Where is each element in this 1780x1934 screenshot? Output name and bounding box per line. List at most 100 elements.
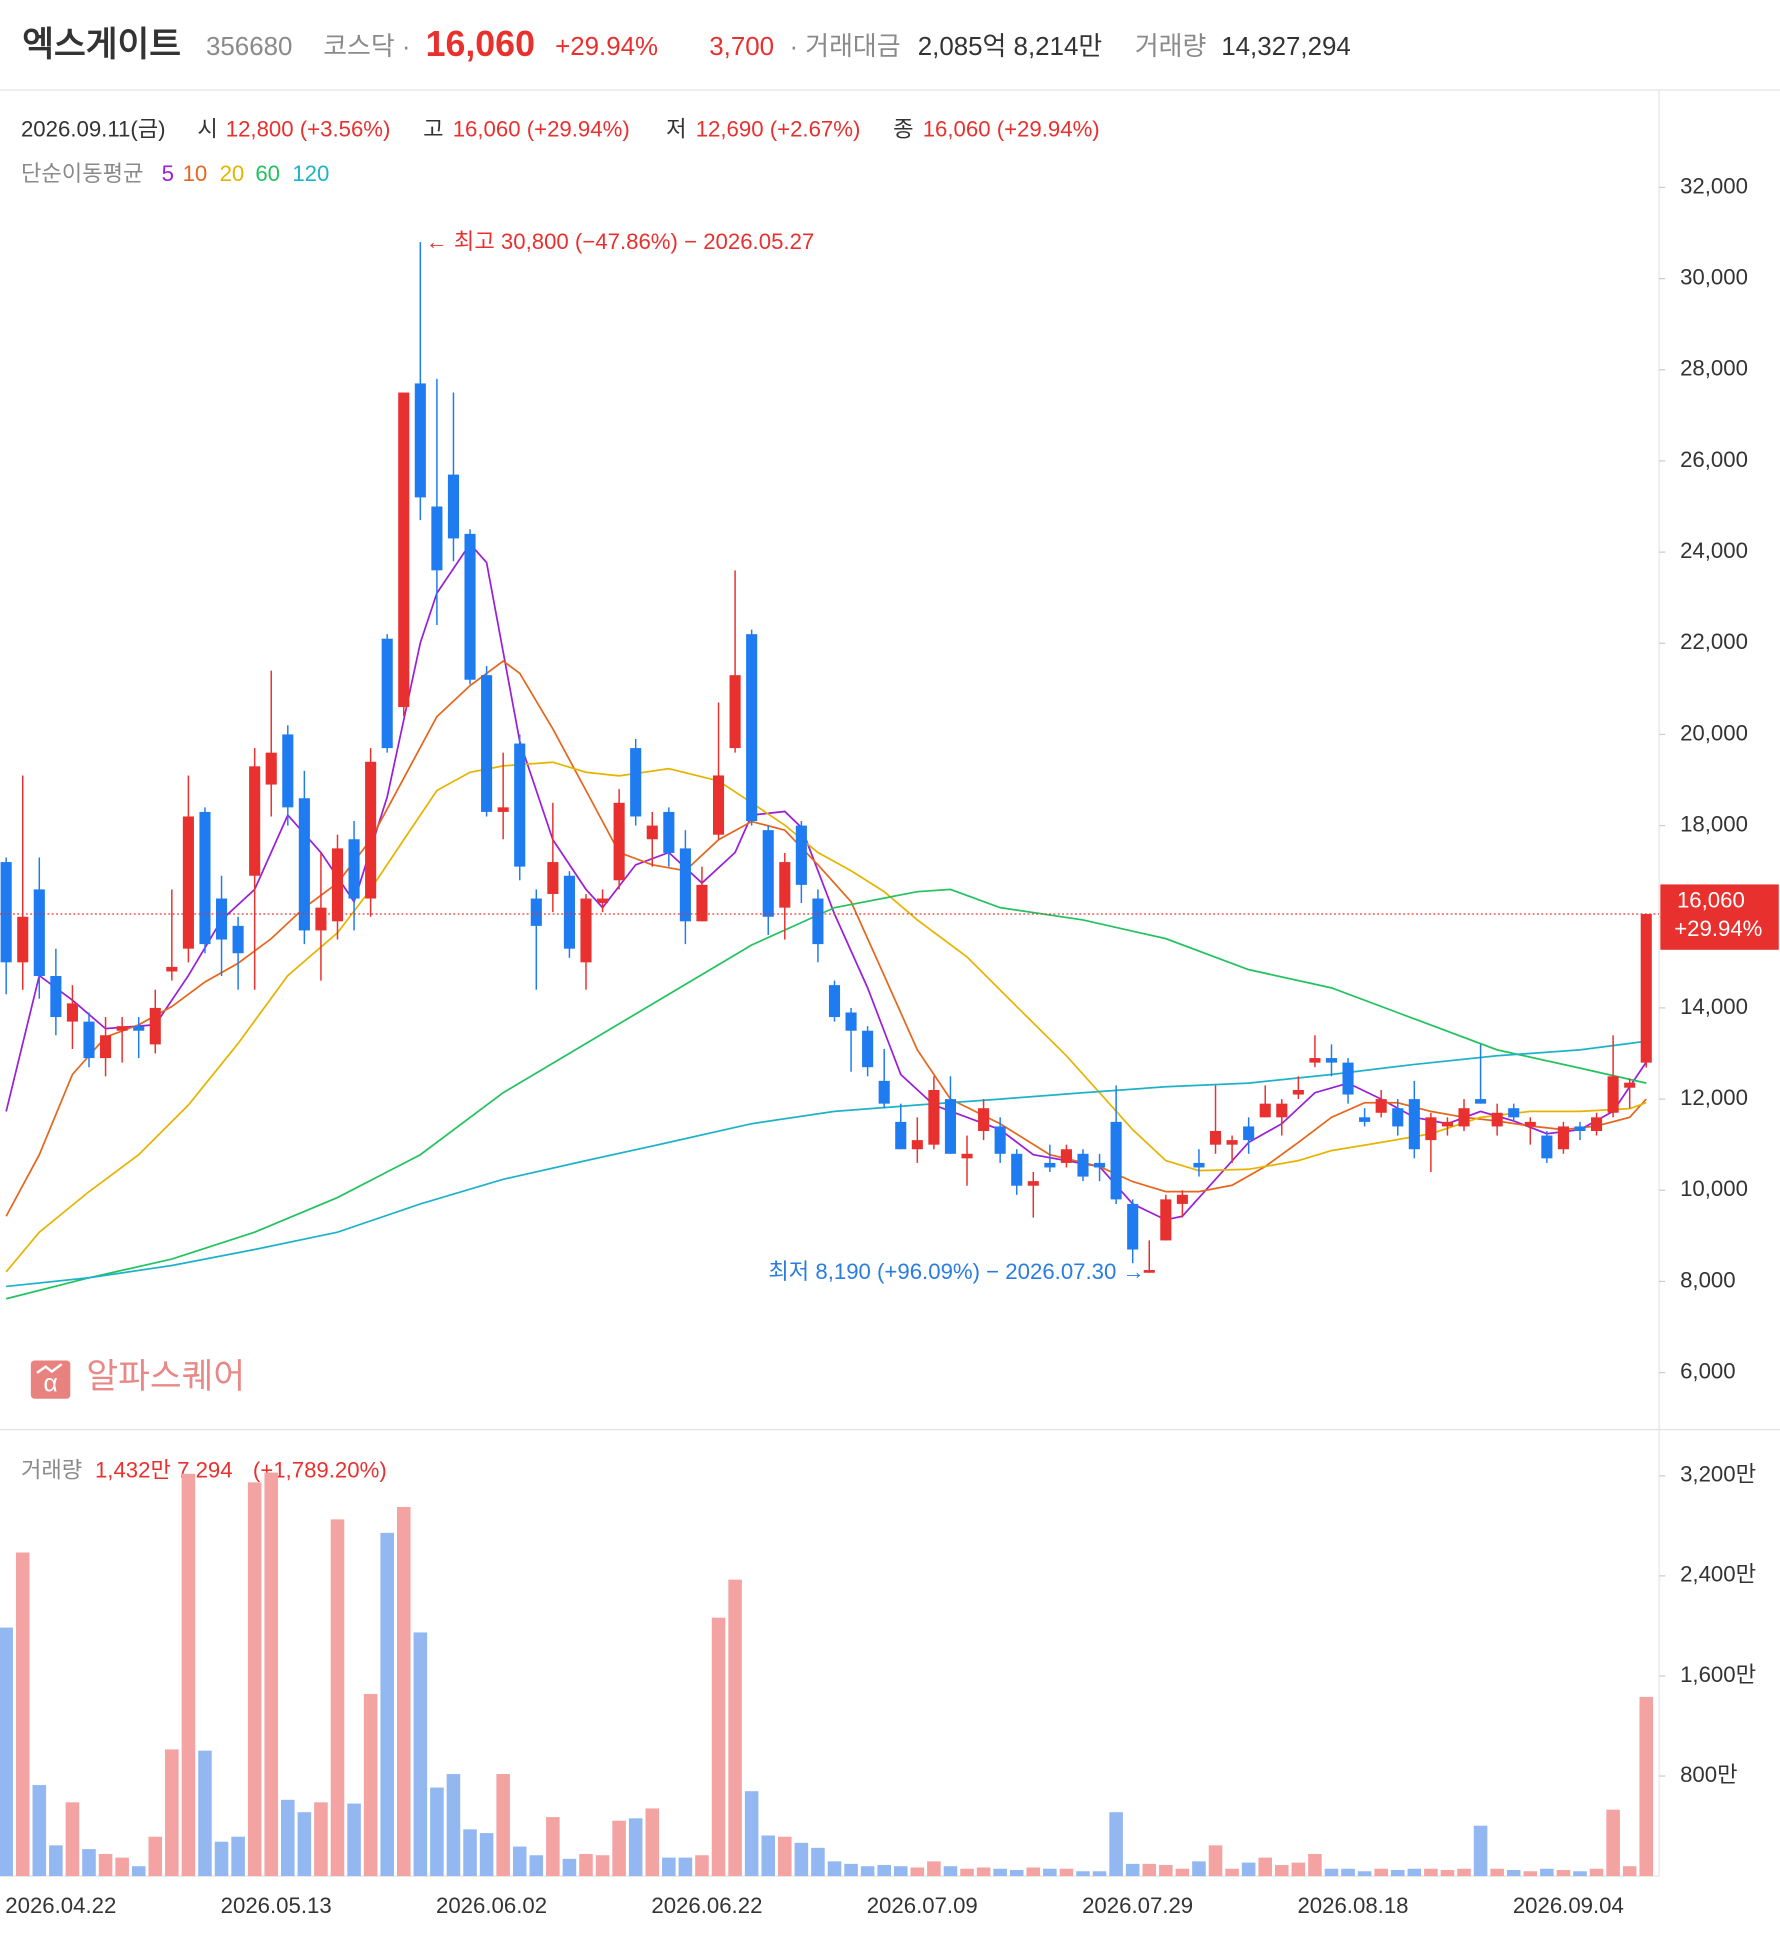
candle-body bbox=[1458, 1108, 1470, 1127]
candle-body bbox=[1243, 1126, 1255, 1141]
volume-bar bbox=[231, 1836, 245, 1877]
candle-body bbox=[1590, 1117, 1603, 1132]
volume-bar bbox=[1390, 1869, 1405, 1877]
trading-value: 2,085억 8,214만 bbox=[918, 32, 1102, 61]
volume-bar bbox=[15, 1552, 30, 1877]
candle-body bbox=[514, 743, 526, 867]
candle-body bbox=[1011, 1153, 1023, 1186]
volume-bar bbox=[1125, 1863, 1140, 1877]
candle-body bbox=[1094, 1162, 1106, 1168]
volume-bar bbox=[960, 1868, 974, 1877]
x-tick-label: 2026.07.09 bbox=[867, 1893, 978, 1918]
x-tick-label: 2026.05.13 bbox=[221, 1893, 332, 1918]
volume-bar bbox=[1043, 1868, 1057, 1877]
volume-bar bbox=[1059, 1868, 1074, 1877]
candle-body bbox=[911, 1140, 923, 1150]
volume-bar bbox=[529, 1855, 544, 1877]
candle-body bbox=[398, 392, 410, 708]
volume-bar bbox=[214, 1841, 229, 1877]
volume-bar bbox=[662, 1857, 676, 1877]
volume-bar bbox=[893, 1866, 908, 1877]
candle-body bbox=[961, 1153, 973, 1159]
candle-body bbox=[1127, 1203, 1139, 1250]
y-tick-label: 6,000 bbox=[1680, 1358, 1736, 1383]
volume-bar bbox=[82, 1849, 96, 1877]
volume-bar bbox=[98, 1853, 113, 1877]
volume-bar bbox=[1109, 1812, 1123, 1877]
logo-icon-line bbox=[36, 1363, 63, 1374]
y-tick-label: 1,600만 bbox=[1680, 1662, 1756, 1687]
volume-bar bbox=[247, 1482, 262, 1877]
volume-bar bbox=[1308, 1853, 1322, 1877]
volume-bar bbox=[1291, 1862, 1306, 1877]
logo: α 알파스퀘어 bbox=[30, 1358, 245, 1399]
price: 16,060 bbox=[426, 24, 535, 64]
volume-bar bbox=[546, 1817, 560, 1877]
x-tick-label: 2026.09.04 bbox=[1513, 1893, 1624, 1918]
volume-bar bbox=[1225, 1868, 1239, 1877]
candle-body bbox=[779, 862, 791, 908]
low-annotation: 최저 8,190 (+96.09%) − 2026.07.30 → bbox=[768, 1259, 1144, 1284]
candle-body bbox=[66, 1003, 78, 1022]
volume-bar bbox=[363, 1693, 378, 1877]
candle-body bbox=[1342, 1062, 1354, 1095]
volume-bar bbox=[297, 1812, 312, 1877]
candle-body bbox=[812, 898, 824, 945]
volume-bar bbox=[347, 1803, 361, 1877]
y-tick-label: 30,000 bbox=[1680, 264, 1748, 289]
ma-legend-label: 단순이동평균 bbox=[21, 161, 143, 186]
volume-bar bbox=[678, 1857, 693, 1877]
candle-body bbox=[895, 1121, 907, 1150]
candle-body bbox=[1160, 1199, 1172, 1241]
volume-bar bbox=[1076, 1871, 1090, 1877]
volume-bar bbox=[744, 1791, 759, 1877]
x-tick-label: 2026.04.22 bbox=[5, 1893, 116, 1918]
volume-bar bbox=[579, 1853, 593, 1877]
volume-bar bbox=[1275, 1864, 1289, 1877]
candle-body bbox=[630, 748, 642, 817]
candle-body bbox=[1408, 1099, 1420, 1150]
candle-body bbox=[348, 839, 360, 899]
overlay: 6,0008,00010,00012,00014,00016,00018,000… bbox=[5, 161, 1779, 1918]
volume-bar bbox=[761, 1835, 776, 1877]
volume-bar bbox=[1159, 1864, 1173, 1877]
candle-body bbox=[1524, 1121, 1536, 1127]
volume-bar bbox=[396, 1506, 411, 1877]
volume-bar bbox=[165, 1749, 179, 1877]
volume-bar bbox=[181, 1473, 196, 1877]
header: 엑스게이트 356680 코스닥 · 16,060 +29.94% 3,700 … bbox=[22, 24, 1351, 64]
volume-bar bbox=[1009, 1869, 1024, 1877]
candle-body bbox=[83, 1021, 95, 1059]
candle-body bbox=[994, 1126, 1006, 1154]
y-tick-label: 18,000 bbox=[1680, 811, 1748, 836]
legend-close-label: 종 bbox=[893, 117, 913, 142]
trading-value-label: · 거래대금 bbox=[789, 32, 900, 61]
volume-bar bbox=[976, 1867, 991, 1877]
y-tick-label: 28,000 bbox=[1680, 356, 1748, 381]
volume-bar bbox=[380, 1532, 394, 1877]
volume-bar bbox=[1540, 1868, 1554, 1877]
candle-body bbox=[481, 675, 493, 812]
volume-bar bbox=[827, 1861, 842, 1877]
logo-text: 알파스퀘어 bbox=[86, 1358, 245, 1396]
candle-body bbox=[1077, 1153, 1089, 1177]
volume-legend: 거래량 1,432만 7,294 (+1,789.20%) bbox=[21, 1457, 387, 1482]
ma-legend-entry: 5 bbox=[162, 161, 174, 186]
volume-bar bbox=[778, 1836, 792, 1877]
candle-body bbox=[100, 1035, 112, 1059]
candle-body bbox=[1027, 1181, 1039, 1186]
candle-body bbox=[182, 816, 194, 949]
candle-body bbox=[646, 825, 658, 840]
candle-body bbox=[795, 825, 807, 885]
price-tag bbox=[1660, 884, 1779, 950]
volume-bar bbox=[1440, 1869, 1455, 1877]
volume-bar bbox=[49, 1845, 63, 1877]
volume-bar bbox=[711, 1617, 726, 1877]
candle-body bbox=[696, 884, 708, 922]
volume-bar bbox=[479, 1833, 494, 1877]
candle-body bbox=[1441, 1121, 1454, 1127]
volume-bar bbox=[1490, 1868, 1504, 1877]
candle-body bbox=[746, 634, 758, 822]
volume-bar bbox=[811, 1847, 825, 1877]
